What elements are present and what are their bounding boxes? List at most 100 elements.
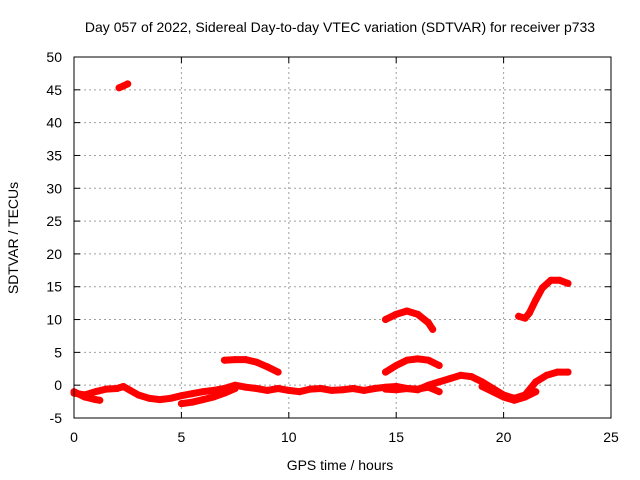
- y-tick-label: 15: [46, 279, 62, 295]
- data-point: [446, 375, 454, 383]
- data-point: [382, 316, 389, 323]
- data-point: [296, 388, 303, 396]
- x-tick-label: 20: [496, 429, 512, 445]
- gridlines: [74, 57, 611, 418]
- data-point: [119, 383, 127, 390]
- x-tick-label: 5: [178, 429, 186, 445]
- data-point: [102, 385, 110, 393]
- data-point: [510, 396, 518, 404]
- data-point: [435, 362, 443, 369]
- data-point: [253, 358, 261, 366]
- data-point: [525, 309, 533, 317]
- data-point: [199, 388, 207, 396]
- data-point: [532, 388, 540, 396]
- y-tick-label: 50: [46, 49, 62, 65]
- chart-title: Day 057 of 2022, Sidereal Day-to-day VTE…: [85, 19, 595, 35]
- data-point: [274, 368, 282, 376]
- data-point: [317, 385, 325, 392]
- y-tick-label: 45: [46, 82, 62, 98]
- data-point: [538, 284, 546, 292]
- data-point: [414, 310, 422, 318]
- y-tick-label: 40: [46, 115, 62, 131]
- data-point: [543, 371, 551, 379]
- x-tick-label: 25: [603, 429, 619, 445]
- data-point: [489, 388, 497, 396]
- data-point: [435, 378, 443, 386]
- x-tick-labels: 0 5 10 15 20 25: [70, 429, 619, 445]
- data-point: [167, 394, 175, 402]
- data-point: [382, 368, 389, 376]
- data-point: [553, 368, 561, 376]
- data-point: [564, 368, 572, 376]
- data-point: [113, 385, 121, 392]
- data-point: [382, 385, 389, 393]
- y-tick-label: 25: [46, 213, 62, 229]
- data-point: [349, 385, 357, 392]
- data-point: [414, 385, 422, 393]
- data-point: [478, 383, 486, 390]
- data-point: [467, 373, 475, 381]
- data-point: [188, 398, 196, 406]
- data-point: [339, 386, 346, 394]
- data-point: [424, 356, 432, 364]
- data-point: [532, 296, 540, 304]
- data-point: [199, 396, 207, 404]
- x-tick-label: 10: [281, 429, 297, 445]
- y-tick-label: 5: [54, 344, 62, 360]
- data-point: [220, 389, 228, 397]
- data-point: [177, 400, 185, 408]
- y-tick-label: 35: [46, 147, 62, 163]
- data-point: [403, 307, 411, 315]
- data-point: [414, 355, 422, 363]
- data-point: [253, 385, 261, 392]
- data-point: [285, 386, 293, 394]
- data-point: [515, 312, 523, 320]
- data-point: [92, 388, 99, 396]
- tick-marks: [73, 56, 612, 419]
- data-point: [424, 319, 432, 327]
- data-point: [231, 356, 239, 364]
- data-point: [134, 391, 142, 399]
- y-tick-label: 30: [46, 180, 62, 196]
- data-point: [145, 394, 153, 402]
- data-point: [210, 393, 218, 401]
- data-point: [392, 386, 400, 394]
- data-point: [124, 80, 132, 88]
- plot-frame: [73, 56, 612, 419]
- data-point: [242, 383, 250, 391]
- data-point: [263, 363, 271, 371]
- x-tick-label: 15: [388, 429, 404, 445]
- y-tick-label: 20: [46, 246, 62, 262]
- data-point: [371, 385, 379, 392]
- y-tick-label: -5: [50, 410, 63, 426]
- data-point: [96, 396, 104, 404]
- data-point: [263, 386, 271, 394]
- data-point: [435, 388, 443, 396]
- data-point: [403, 385, 411, 392]
- data-point: [188, 390, 196, 398]
- x-axis-label: GPS time / hours: [287, 457, 394, 473]
- data-point: [306, 385, 314, 393]
- x-tick-label: 0: [70, 429, 78, 445]
- data-point: [360, 386, 368, 394]
- data-point: [521, 393, 529, 401]
- data-point: [500, 393, 508, 401]
- data-point: [424, 383, 432, 391]
- data-point: [274, 385, 282, 392]
- data-point: [210, 386, 218, 394]
- y-axis-label: SDTVAR / TECUs: [5, 182, 21, 294]
- data-point: [392, 310, 400, 318]
- data-point: [555, 276, 563, 284]
- data-point: [242, 356, 250, 364]
- data-point: [156, 396, 164, 404]
- y-tick-labels: -5 0 5 10 15 20 25 30 35 40 45 50: [46, 49, 62, 426]
- data-point: [547, 276, 555, 284]
- data-point: [328, 386, 336, 394]
- series-arc-top-1: [382, 307, 437, 333]
- data-point: [220, 356, 228, 364]
- y-tick-label: 10: [46, 312, 62, 328]
- data-point: [403, 356, 411, 364]
- data-point: [177, 392, 185, 400]
